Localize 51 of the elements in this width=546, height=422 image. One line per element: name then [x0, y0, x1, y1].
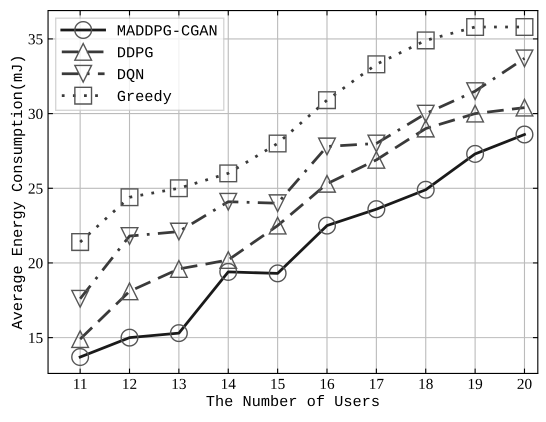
point	[318, 174, 336, 193]
point	[515, 49, 534, 68]
point	[416, 120, 435, 138]
point	[367, 55, 386, 74]
legend-label: DDPG	[118, 47, 153, 58]
point	[268, 216, 287, 235]
point	[515, 98, 534, 117]
x-tick-label: 16	[320, 378, 334, 390]
point	[120, 282, 139, 300]
y-tick-label: 35	[28, 34, 43, 44]
point	[416, 104, 435, 123]
point	[466, 82, 484, 100]
point	[71, 290, 90, 308]
x-tick-label: 20	[518, 378, 532, 390]
point	[170, 260, 188, 278]
point	[367, 150, 386, 169]
x-tick-label: 17	[370, 378, 384, 389]
x-tick-label: 11	[74, 378, 87, 389]
y-tick-label: 30	[28, 108, 43, 120]
x-tick-label: 19	[468, 378, 482, 390]
point	[71, 233, 90, 252]
x-tick-label: 15	[271, 378, 285, 390]
point	[515, 18, 534, 36]
point	[170, 179, 188, 198]
point	[71, 330, 90, 348]
point	[120, 227, 139, 246]
point	[318, 91, 336, 110]
y-axis-title: Average Energy Consumption(mJ)	[10, 57, 26, 330]
point	[416, 31, 435, 50]
point	[120, 188, 139, 206]
y-tick-label: 15	[29, 332, 43, 344]
legend-label: MADDPG-CGAN	[118, 25, 216, 36]
point	[318, 137, 336, 156]
point	[219, 250, 238, 269]
y-tick-label: 20	[28, 258, 43, 268]
x-tick-label: 14	[222, 378, 236, 389]
point	[219, 192, 238, 211]
x-tick-label: 18	[419, 378, 433, 390]
y-tick-label: 25	[28, 183, 43, 194]
x-tick-label: 12	[123, 378, 136, 389]
point	[170, 222, 188, 241]
point	[367, 134, 386, 152]
x-axis-title: The Number of Users	[206, 394, 379, 406]
point	[268, 134, 287, 152]
point	[219, 164, 238, 182]
point	[466, 104, 484, 123]
legend-label: Greedy	[118, 90, 172, 104]
point	[268, 194, 287, 212]
point	[466, 18, 484, 36]
x-tick-label: 13	[172, 378, 186, 390]
legend-label: DQN	[118, 68, 144, 82]
